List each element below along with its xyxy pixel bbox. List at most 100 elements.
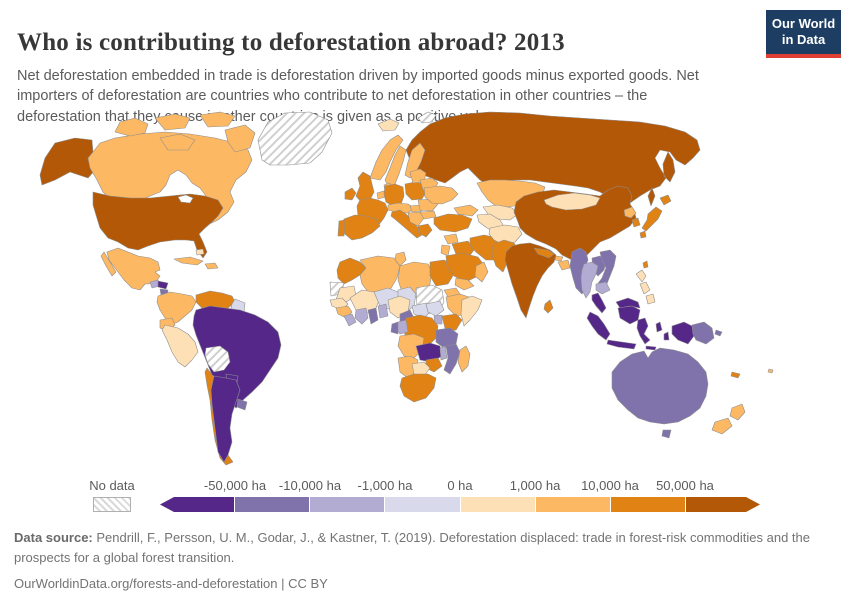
country-indonesia-kalimantan[interactable]: [617, 305, 641, 325]
country-united-states[interactable]: [92, 191, 224, 259]
legend-tick-label: 50,000 ha: [656, 478, 714, 493]
country-venezuela[interactable]: [195, 290, 236, 313]
country-spain[interactable]: [341, 214, 381, 241]
country-thailand[interactable]: [580, 261, 599, 299]
country-syria[interactable]: [443, 233, 459, 245]
legend-segment-4[interactable]: [460, 497, 535, 512]
country-madagascar[interactable]: [457, 345, 471, 373]
country-uruguay[interactable]: [236, 398, 248, 411]
data-source-citation: Pendrill, F., Persson, U. M., Godar, J.,…: [14, 530, 810, 565]
country-indonesia-sumatra[interactable]: [586, 311, 611, 341]
country-indonesia-sulawesi[interactable]: [636, 317, 651, 345]
country-sierra-leone-liberia[interactable]: [343, 313, 357, 327]
country-australia[interactable]: [611, 347, 709, 425]
country-hungary[interactable]: [409, 204, 423, 213]
country-tasmania[interactable]: [661, 429, 672, 439]
country-somalia[interactable]: [460, 295, 483, 327]
region-oceania: [611, 347, 774, 439]
country-india[interactable]: [504, 242, 557, 319]
country-north-korea[interactable]: [623, 206, 637, 219]
country-mongolia[interactable]: [543, 192, 601, 211]
country-indonesia-java[interactable]: [606, 339, 637, 350]
country-italy[interactable]: [390, 209, 423, 239]
country-afghanistan[interactable]: [488, 224, 523, 246]
country-balkans[interactable]: [407, 211, 425, 227]
country-russia[interactable]: [405, 111, 701, 209]
country-indonesia-moluccas[interactable]: [645, 321, 670, 351]
page-title: Who is contributing to deforestation abr…: [17, 28, 565, 56]
country-botswana[interactable]: [411, 361, 431, 377]
world-choropleth-map: [0, 106, 850, 478]
country-south-korea[interactable]: [631, 217, 641, 228]
country-ireland[interactable]: [344, 187, 357, 201]
country-czechia-austria[interactable]: [387, 202, 415, 214]
legend-segment-3[interactable]: [385, 497, 460, 512]
country-ukraine[interactable]: [423, 185, 459, 205]
country-honduras[interactable]: [157, 280, 169, 290]
country-peru[interactable]: [161, 324, 199, 368]
legend-ticks: -50,000 ha -10,000 ha -1,000 ha 0 ha 1,000 h…: [160, 478, 760, 493]
country-iceland[interactable]: [377, 118, 400, 132]
country-jordan-israel[interactable]: [440, 244, 451, 257]
country-mexico[interactable]: [100, 247, 161, 291]
country-togo-benin[interactable]: [377, 303, 389, 319]
country-china[interactable]: [513, 185, 637, 263]
country-bahamas[interactable]: [195, 248, 205, 256]
country-new-caledonia[interactable]: [730, 371, 741, 379]
owid-logo-line2: in Data: [781, 31, 826, 47]
country-caucasus[interactable]: [453, 204, 479, 217]
legend-no-data-swatch[interactable]: [93, 497, 131, 512]
country-bolivia[interactable]: [204, 345, 231, 373]
country-svalbard[interactable]: [417, 111, 437, 124]
country-norway[interactable]: [369, 134, 404, 181]
country-mozambique[interactable]: [443, 343, 461, 375]
legend-tick-label: -50,000 ha: [203, 478, 267, 493]
license-link-line[interactable]: OurWorldinData.org/forests-and-deforesta…: [14, 576, 328, 591]
country-indonesia-west-papua[interactable]: [671, 321, 695, 345]
country-greece[interactable]: [417, 223, 433, 238]
country-taiwan[interactable]: [642, 260, 649, 269]
country-tunisia[interactable]: [394, 251, 407, 267]
country-germany[interactable]: [383, 183, 405, 207]
country-greenland[interactable]: [257, 111, 333, 166]
legend-segment-7[interactable]: [686, 497, 760, 512]
legend-segment-2[interactable]: [310, 497, 385, 512]
country-morocco[interactable]: [336, 257, 367, 285]
country-yemen[interactable]: [454, 277, 475, 291]
country-cambodia[interactable]: [595, 281, 611, 295]
country-cuba[interactable]: [173, 256, 204, 266]
country-new-zealand[interactable]: [711, 403, 746, 435]
country-south-africa[interactable]: [399, 373, 437, 403]
region-north-america: [39, 111, 333, 307]
country-colombia[interactable]: [156, 291, 197, 326]
legend-segment-0[interactable]: [160, 497, 235, 512]
country-bangladesh[interactable]: [557, 259, 571, 271]
legend-segment-1[interactable]: [235, 497, 310, 512]
owid-logo[interactable]: Our World in Data: [766, 10, 841, 58]
country-alaska[interactable]: [39, 137, 96, 186]
country-fiji[interactable]: [767, 368, 774, 374]
country-oman[interactable]: [474, 261, 489, 283]
country-papua-new-guinea[interactable]: [691, 321, 723, 345]
country-bhutan[interactable]: [554, 255, 564, 262]
legend-segment-6[interactable]: [610, 497, 685, 512]
country-south-sudan[interactable]: [425, 300, 445, 317]
country-japan[interactable]: [639, 194, 672, 239]
country-gabon[interactable]: [390, 321, 399, 335]
country-malawi[interactable]: [439, 345, 448, 361]
region-asia: [440, 179, 723, 351]
country-ivory-coast[interactable]: [354, 307, 369, 325]
country-bulgaria[interactable]: [419, 210, 437, 220]
country-argentina[interactable]: [210, 375, 241, 463]
country-portugal[interactable]: [337, 219, 346, 237]
country-hispaniola[interactable]: [204, 262, 219, 270]
country-turkey[interactable]: [433, 213, 473, 233]
country-ghana[interactable]: [367, 307, 379, 325]
country-malaysia-peninsular[interactable]: [591, 292, 607, 314]
country-canada-arctic-islands[interactable]: [114, 111, 256, 153]
country-sri-lanka[interactable]: [543, 299, 554, 314]
country-nepal[interactable]: [533, 247, 555, 259]
country-philippines[interactable]: [635, 269, 656, 305]
legend-segment-5[interactable]: [535, 497, 610, 512]
